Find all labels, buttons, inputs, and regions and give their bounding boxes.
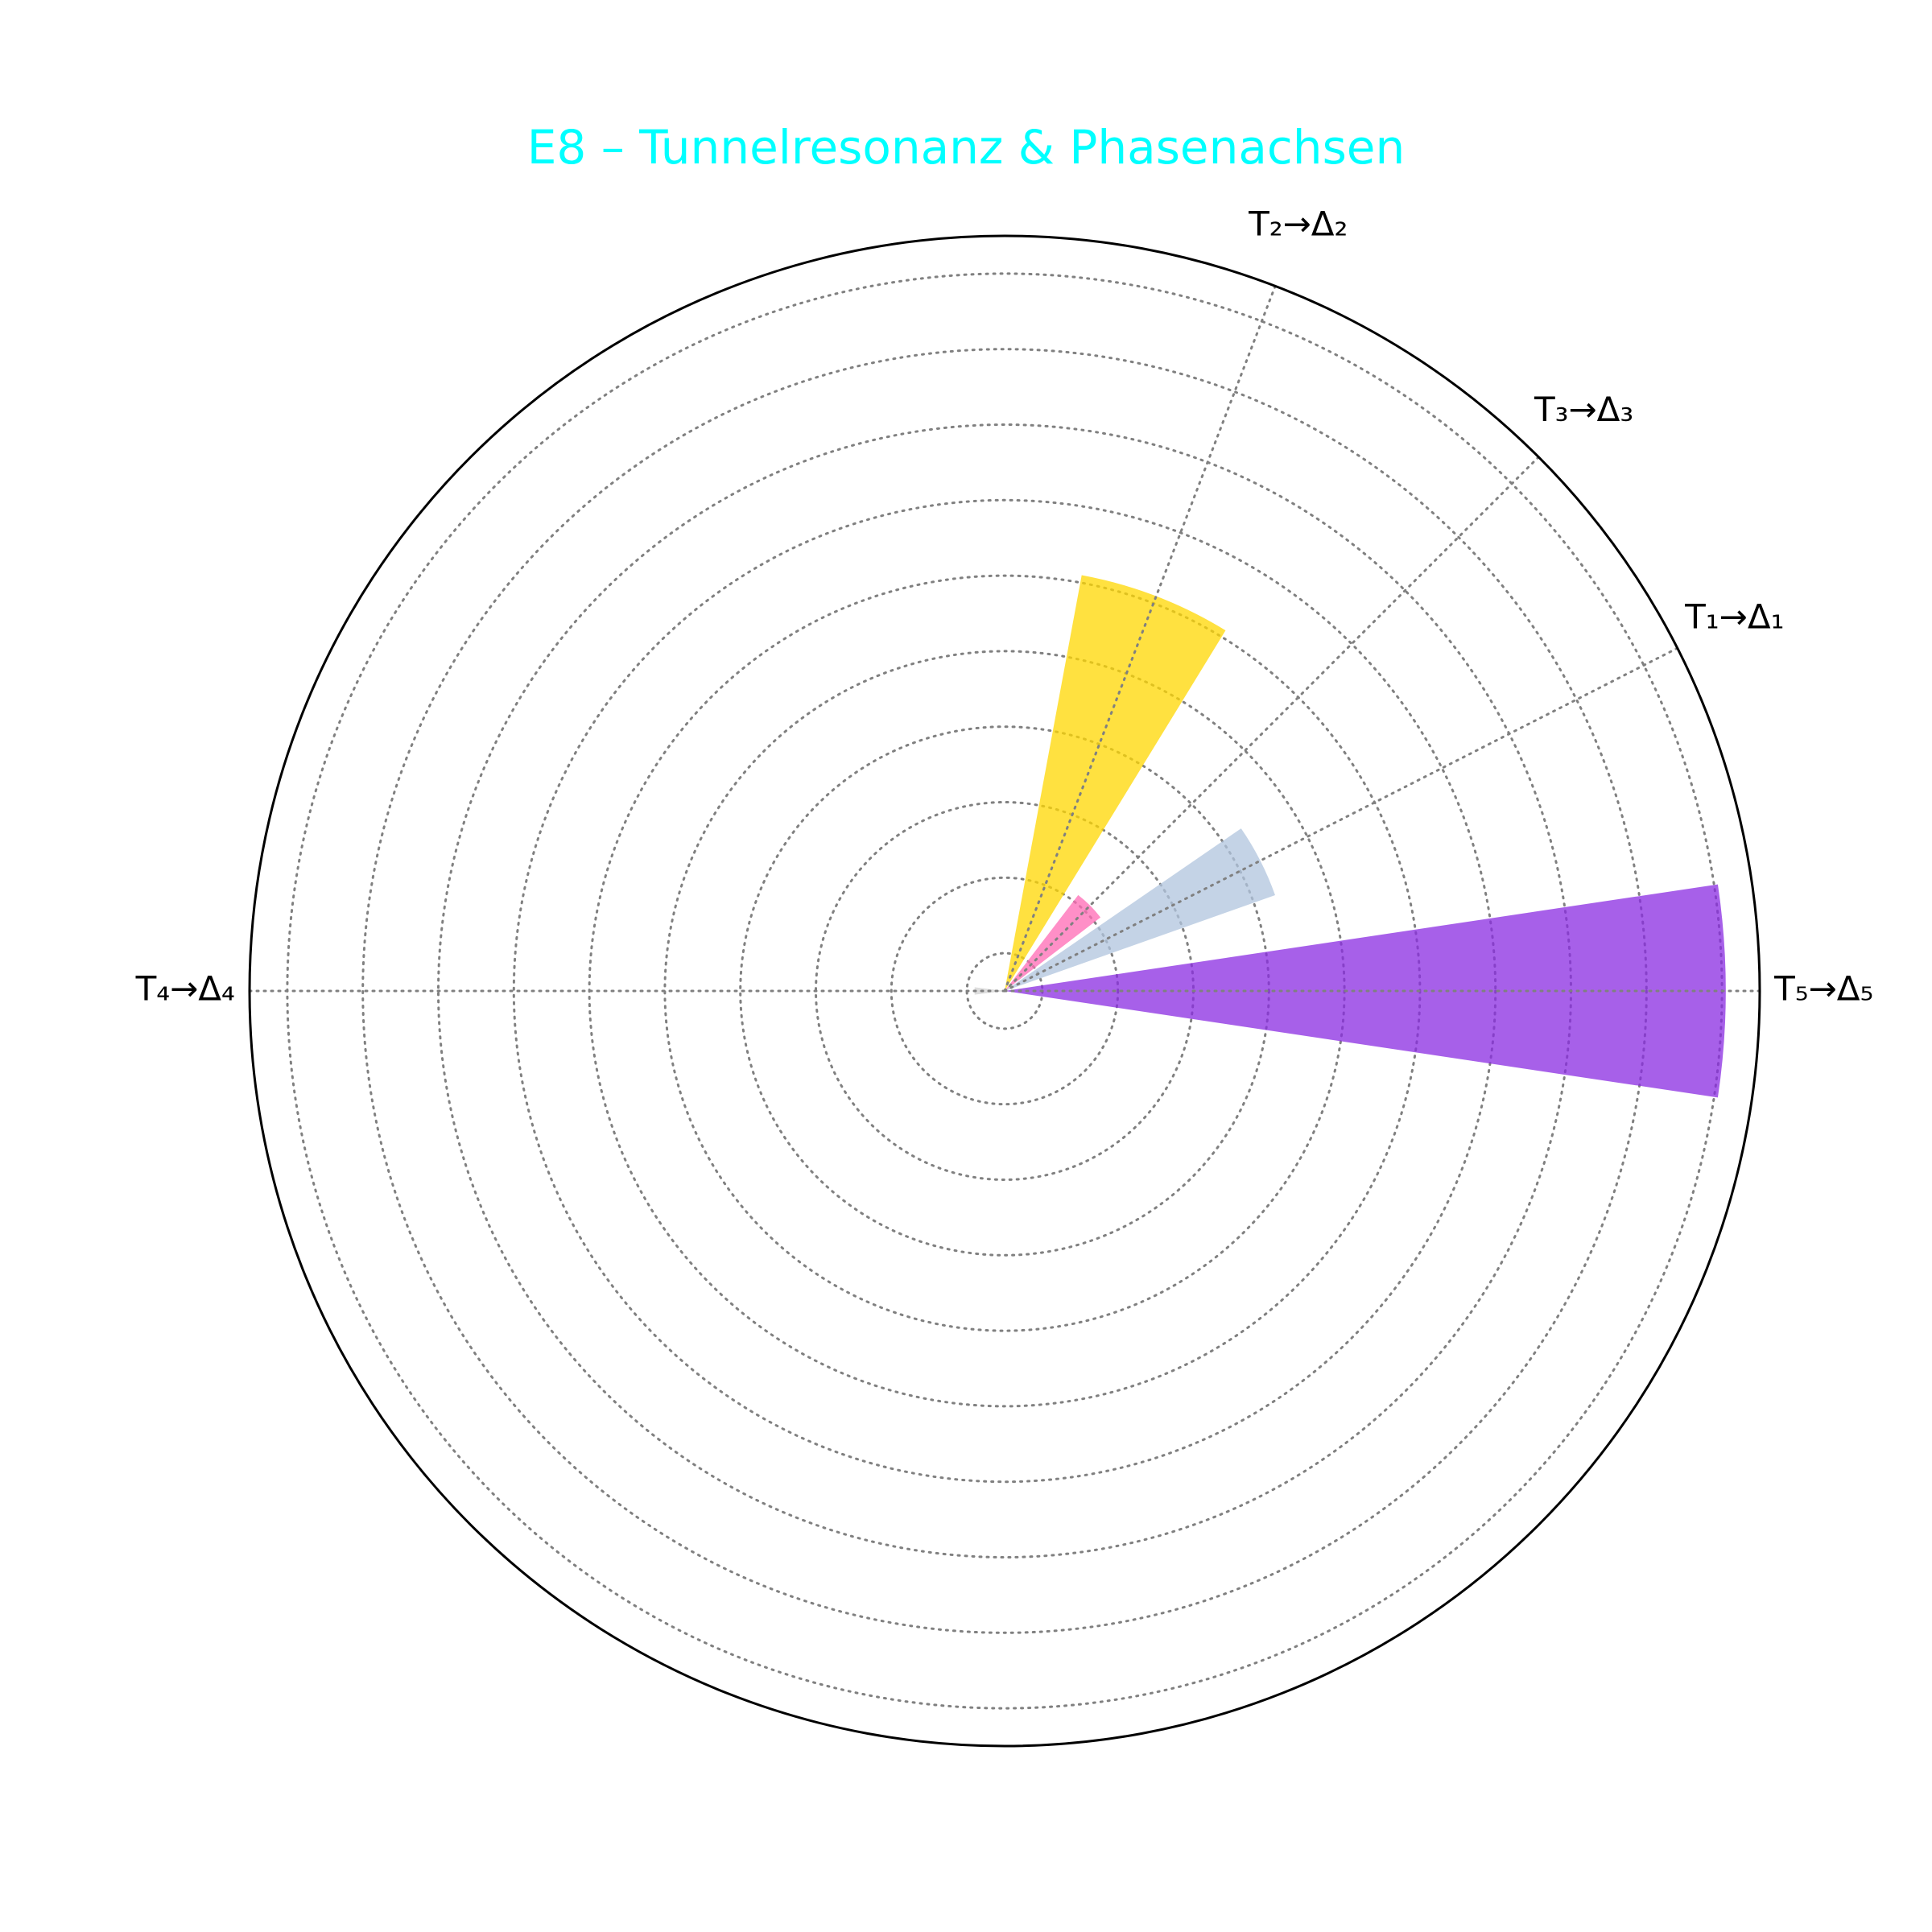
bars-layer (974, 575, 1726, 1098)
theta-tick-label: T₄→Δ₄ (135, 969, 235, 1009)
angular-grid-spoke (1003, 646, 1679, 993)
theta-tick-label: T₂→Δ₂ (1248, 204, 1348, 243)
theta-tick-label: T₃→Δ₃ (1534, 390, 1633, 429)
polar-bar (1005, 884, 1726, 1098)
tick-labels-layer: T₁→Δ₁ T₂→Δ₂ T₃→Δ₃ T₄→Δ₄ T₅→Δ₅ (135, 204, 1874, 1008)
spokes-layer (248, 284, 1761, 993)
polar-frame (248, 234, 1761, 1748)
polar-bar (1005, 575, 1226, 991)
angular-grid-spoke (1003, 284, 1277, 993)
polar-bar (1005, 828, 1275, 991)
theta-tick-label: T₁→Δ₁ (1684, 597, 1784, 636)
angular-grid-spoke (1003, 456, 1540, 993)
chart-title: E8 – Tunnelresonanz & Phasenachsen (526, 120, 1406, 175)
theta-tick-label: T₅→Δ₅ (1773, 969, 1873, 1009)
